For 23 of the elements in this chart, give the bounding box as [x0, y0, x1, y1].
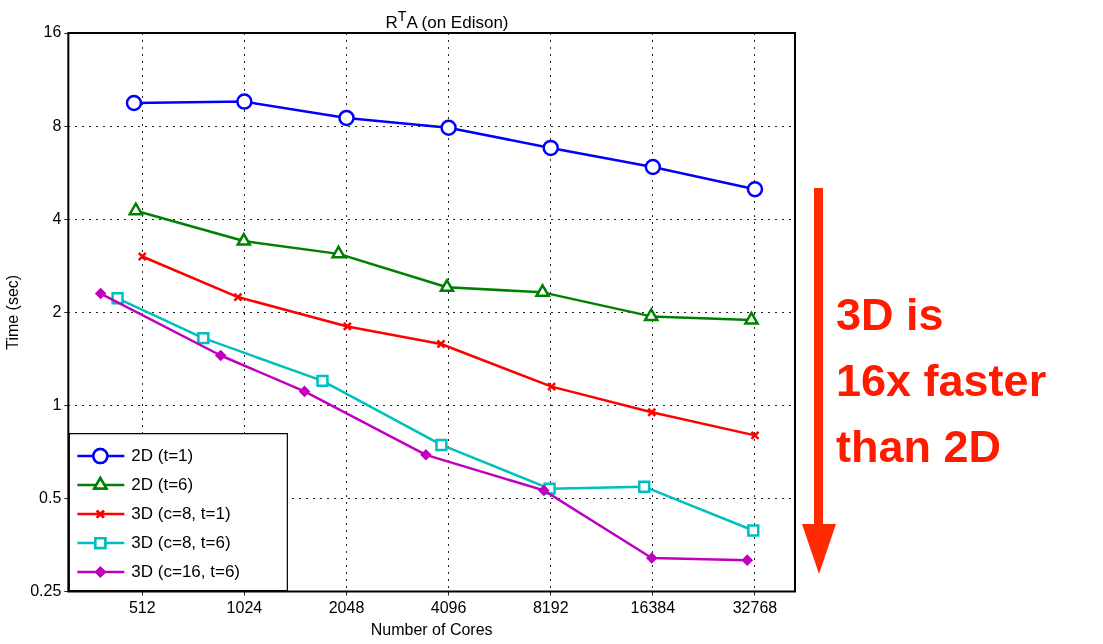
x-axis-title: Number of Cores [370, 620, 493, 638]
legend-label: 2D (t=1) [131, 445, 194, 465]
x-tick-label: 32768 [732, 598, 778, 616]
x-tick-label: 1024 [226, 598, 263, 616]
y-tick-label: 0.25 [30, 582, 62, 600]
y-tick-label: 2 [52, 302, 62, 320]
x-tick-label: 512 [128, 598, 156, 616]
legend-label: 3D (c=8, t=1) [131, 503, 231, 523]
x-tick-label: 16384 [630, 598, 676, 616]
x-tick-label: 2048 [328, 598, 365, 616]
y-axis-title: Time (sec) [4, 274, 22, 350]
text: 3D is 16x faster than 2D [836, 288, 1048, 474]
y-tick-label: 1 [52, 395, 62, 413]
legend-label: 3D (c=16, t=6) [131, 561, 241, 581]
chart-title: R$^{T}$A (on Edison) [384, 8, 510, 33]
x-tick-label: 4096 [430, 598, 467, 616]
x-tick-label: 8192 [532, 598, 569, 616]
legend-label: 2D (t=6) [131, 474, 194, 494]
legend-label: 3D (c=8, t=6) [131, 532, 231, 552]
y-tick-label: 0.5 [39, 488, 62, 506]
y-tick-label: 16 [43, 23, 62, 41]
y-tick-label: 8 [52, 116, 62, 134]
y-tick-label: 4 [52, 209, 62, 227]
